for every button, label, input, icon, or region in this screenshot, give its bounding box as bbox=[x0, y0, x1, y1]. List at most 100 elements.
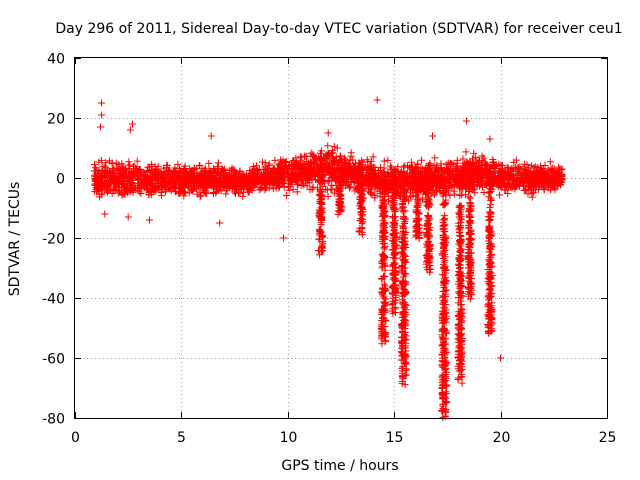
x-tick-label: 0 bbox=[71, 430, 80, 446]
data-point bbox=[239, 193, 247, 201]
x-tick-label: 15 bbox=[386, 430, 404, 446]
data-point bbox=[384, 156, 392, 164]
data-point bbox=[97, 123, 105, 131]
data-point bbox=[128, 120, 136, 128]
y-tick-label: -80 bbox=[42, 412, 65, 428]
data-point bbox=[459, 155, 467, 163]
data-point bbox=[437, 160, 445, 168]
data-point bbox=[90, 160, 98, 168]
data-point bbox=[222, 190, 230, 198]
y-tick-label: 20 bbox=[47, 112, 65, 128]
x-tick-label: 20 bbox=[493, 430, 511, 446]
data-point bbox=[520, 187, 528, 195]
data-point bbox=[126, 126, 134, 134]
data-point bbox=[157, 192, 165, 200]
data-point bbox=[433, 161, 441, 169]
data-points bbox=[90, 96, 566, 422]
chart-title: Day 296 of 2011, Sidereal Day-to-day VTE… bbox=[55, 21, 622, 37]
y-tick-label: 40 bbox=[47, 52, 65, 68]
data-point bbox=[289, 166, 297, 174]
x-axis-title: GPS time / hours bbox=[281, 458, 398, 474]
data-point bbox=[497, 354, 505, 362]
data-point bbox=[384, 198, 392, 206]
data-point bbox=[496, 191, 504, 199]
data-point bbox=[257, 185, 265, 193]
data-point bbox=[212, 188, 220, 196]
data-point bbox=[431, 154, 439, 162]
y-tick-label: -20 bbox=[42, 232, 65, 248]
data-point bbox=[318, 147, 326, 155]
data-point bbox=[124, 213, 132, 221]
data-point bbox=[446, 160, 454, 168]
data-point bbox=[458, 191, 466, 199]
data-point bbox=[340, 154, 348, 162]
data-point bbox=[293, 188, 301, 196]
data-point bbox=[181, 188, 189, 196]
data-point bbox=[369, 153, 377, 161]
data-point bbox=[216, 219, 224, 227]
data-point bbox=[253, 162, 261, 170]
data-point bbox=[265, 160, 273, 168]
data-point bbox=[441, 215, 449, 223]
data-point bbox=[296, 153, 304, 161]
data-point bbox=[167, 187, 175, 195]
data-point bbox=[524, 190, 532, 198]
data-point bbox=[407, 165, 415, 173]
data-point bbox=[503, 163, 511, 171]
data-point bbox=[214, 159, 222, 167]
data-point bbox=[324, 193, 332, 201]
data-point bbox=[373, 96, 381, 104]
x-axis-tick-labels: 0 5 10 15 20 25 bbox=[71, 430, 616, 446]
x-tick-label: 10 bbox=[280, 430, 298, 446]
grid-lines bbox=[75, 58, 607, 418]
data-point bbox=[328, 147, 336, 155]
data-point bbox=[301, 152, 309, 160]
data-point bbox=[457, 247, 465, 255]
data-point bbox=[402, 366, 410, 374]
data-point bbox=[282, 157, 290, 165]
data-point bbox=[98, 99, 106, 107]
y-axis-title: SDTVAR / TECUs bbox=[7, 182, 23, 297]
data-point bbox=[512, 156, 520, 164]
data-point bbox=[446, 192, 454, 200]
data-point bbox=[336, 152, 344, 160]
data-point bbox=[289, 185, 297, 193]
data-point bbox=[531, 163, 539, 171]
data-point bbox=[429, 132, 437, 140]
data-point bbox=[458, 379, 466, 387]
data-point bbox=[245, 188, 253, 196]
data-point bbox=[347, 149, 355, 157]
data-point bbox=[145, 216, 153, 224]
data-point bbox=[528, 193, 536, 201]
y-tick-label: 0 bbox=[56, 172, 65, 188]
data-point bbox=[399, 208, 407, 216]
y-axis-tick-labels: -80 -60 -40 -20 0 20 40 bbox=[42, 52, 65, 428]
data-point bbox=[174, 160, 182, 168]
data-point bbox=[101, 210, 109, 218]
data-point bbox=[330, 143, 338, 151]
data-point bbox=[126, 161, 134, 169]
data-point bbox=[546, 158, 554, 166]
y-tick-label: -60 bbox=[42, 352, 65, 368]
data-point bbox=[414, 160, 422, 168]
data-point bbox=[486, 135, 494, 143]
data-point bbox=[280, 234, 288, 242]
data-point bbox=[439, 254, 447, 262]
data-point bbox=[346, 184, 354, 192]
data-point bbox=[324, 142, 332, 150]
data-point bbox=[125, 158, 133, 166]
data-point bbox=[324, 129, 332, 137]
data-point bbox=[180, 192, 188, 200]
data-point bbox=[463, 117, 471, 125]
data-point bbox=[324, 178, 332, 186]
y-tick-label: -40 bbox=[42, 292, 65, 308]
data-point bbox=[98, 111, 106, 119]
data-point bbox=[523, 161, 531, 169]
x-tick-label: 25 bbox=[599, 430, 617, 446]
data-point bbox=[462, 148, 470, 156]
data-point bbox=[133, 157, 141, 165]
data-point bbox=[380, 157, 388, 165]
x-tick-label: 5 bbox=[177, 430, 186, 446]
data-point bbox=[137, 189, 145, 197]
